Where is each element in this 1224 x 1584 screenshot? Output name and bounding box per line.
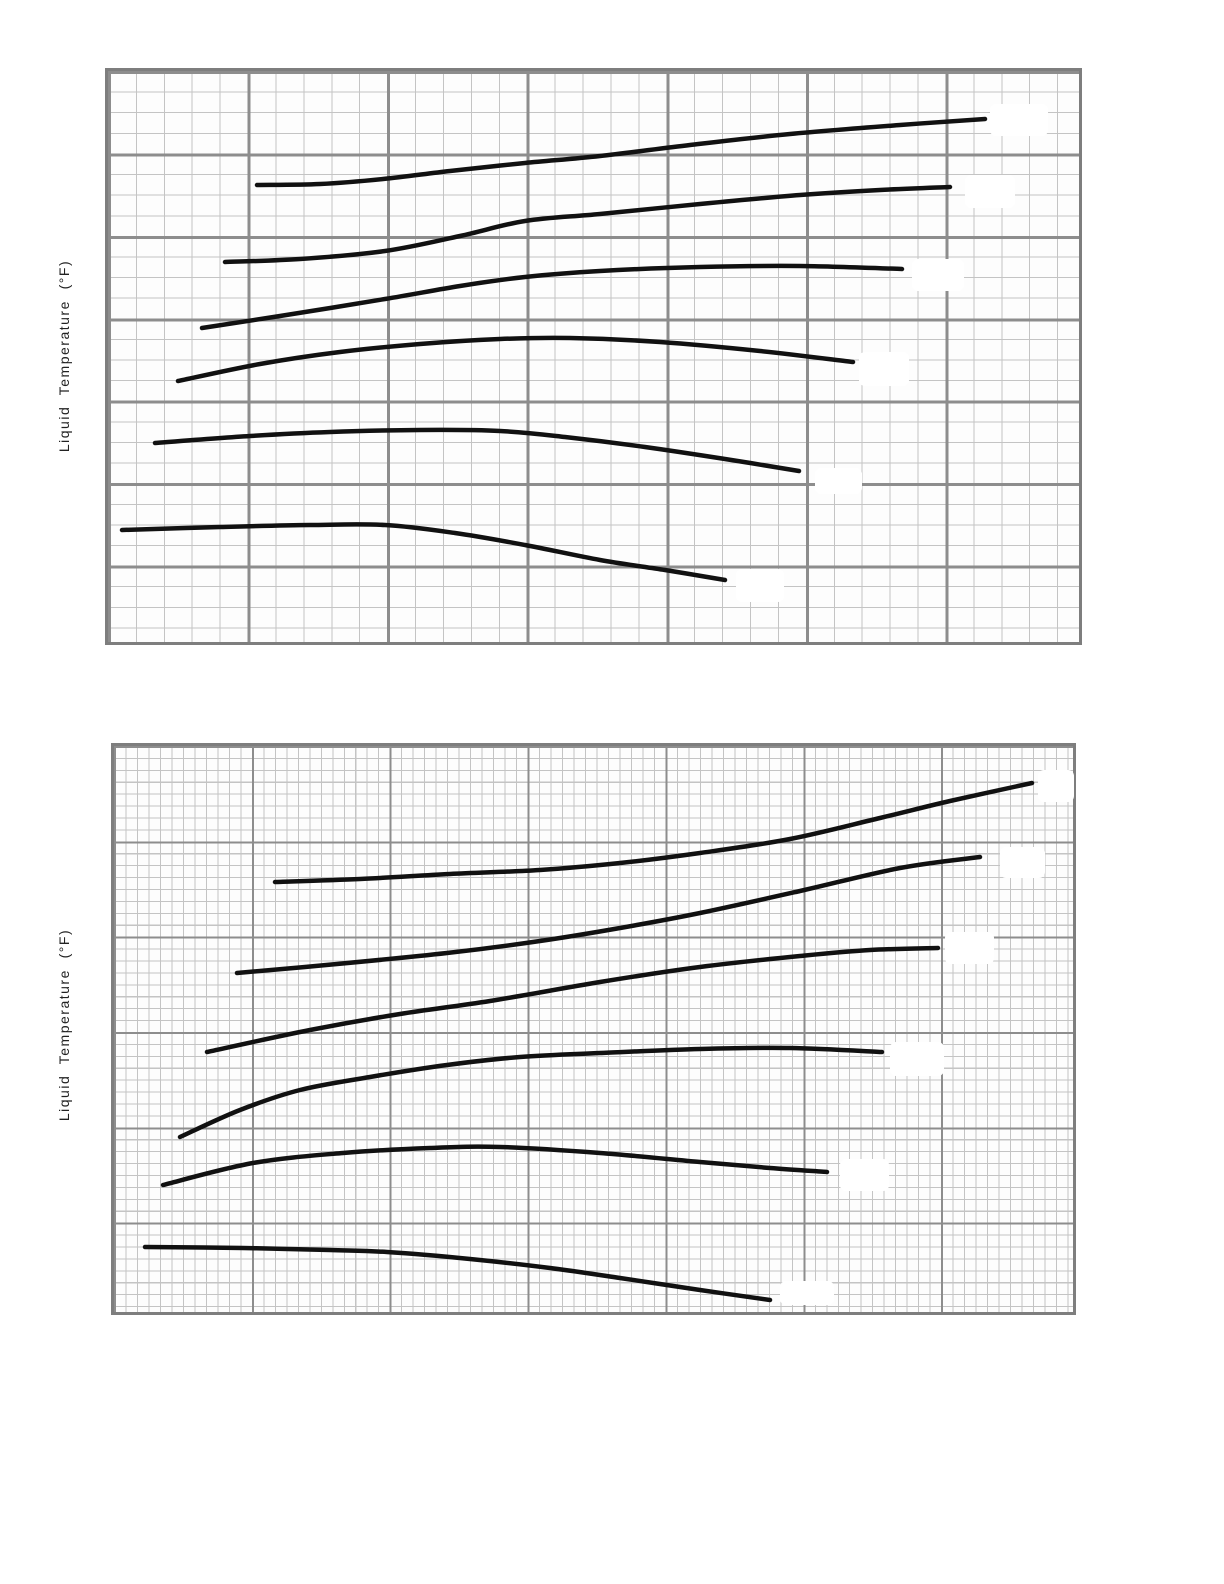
y-axis-label-top-chart: Liquid Temperature (°F) — [56, 259, 72, 453]
bottom-chart-grid — [111, 743, 1076, 1315]
top-chart-grid — [105, 68, 1082, 645]
y-axis-label-bottom-chart: Liquid Temperature (°F) — [56, 928, 72, 1122]
